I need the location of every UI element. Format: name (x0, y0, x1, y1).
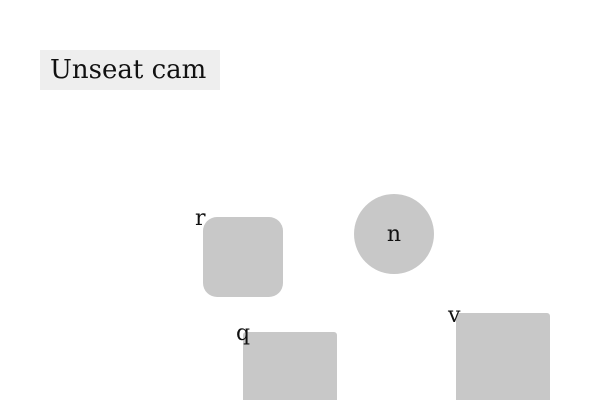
shape-r[interactable] (203, 217, 283, 297)
shape-r-label: r (195, 206, 206, 231)
shape-v[interactable] (456, 313, 550, 400)
shape-v-label: v (448, 303, 461, 328)
title-box: Unseat cam (40, 50, 220, 90)
shape-n-label: n (386, 221, 402, 247)
shape-q[interactable] (243, 332, 337, 400)
title-text: Unseat cam (50, 55, 207, 85)
shape-n[interactable]: n (354, 194, 434, 274)
shape-q-label: q (236, 321, 251, 346)
